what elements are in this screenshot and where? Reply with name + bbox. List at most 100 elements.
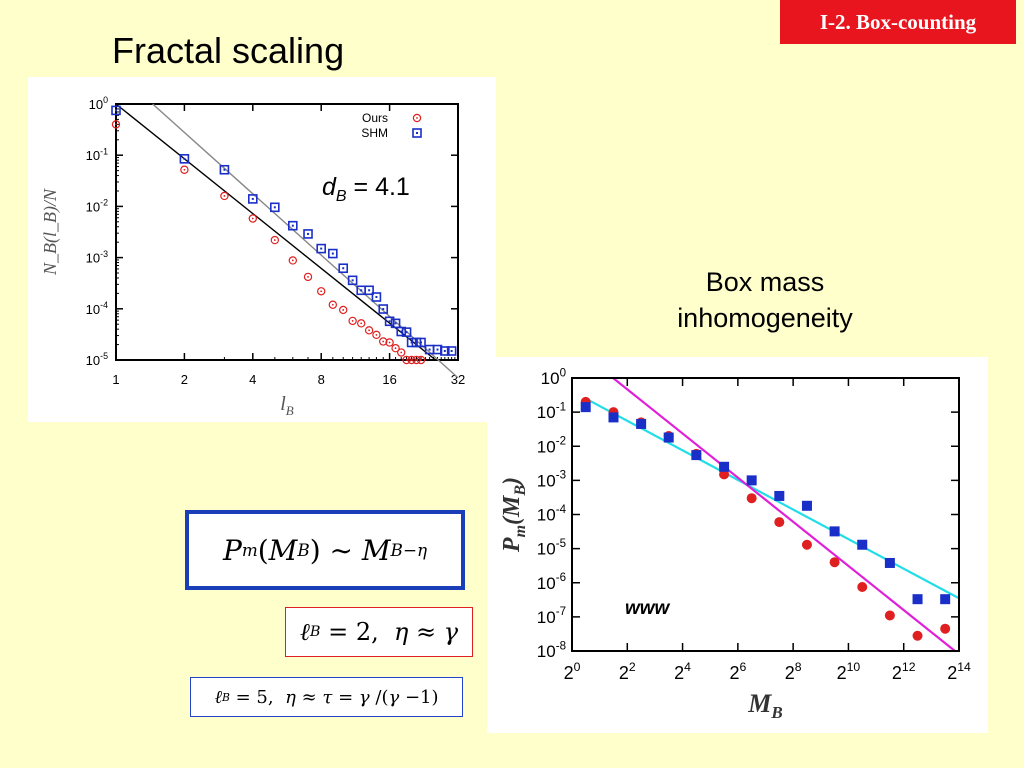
ours-point — [220, 191, 229, 201]
legend-label: Ours — [362, 111, 388, 125]
shm-point — [378, 304, 389, 314]
ours-point-dot — [394, 347, 397, 350]
ours-point-dot — [320, 290, 323, 293]
shm-point-dot — [251, 197, 254, 200]
shm-point-dot — [388, 320, 391, 323]
ours-point-dot — [400, 351, 403, 354]
y-tick-label: 10-4 — [537, 504, 567, 525]
red-point — [829, 557, 840, 568]
blue-point — [774, 490, 785, 501]
slide-title: Fractal scaling — [112, 30, 345, 71]
blue-point — [940, 594, 951, 605]
shm-point-dot — [368, 289, 371, 292]
y-tick-label: 10-1 — [537, 401, 566, 422]
shm-point-dot — [183, 157, 186, 160]
ours-point — [364, 326, 374, 335]
x-tick-label: 2 — [181, 372, 188, 387]
x-tick-label: 212 — [892, 660, 916, 683]
y-tick-label: 10-5 — [537, 538, 566, 559]
y-axis-label: Pm(MB) — [499, 477, 529, 553]
ours-point-dot — [375, 333, 378, 336]
shm-point-dot — [223, 168, 226, 171]
shm-point — [396, 326, 407, 337]
box-mass-label: Box mass inhomogeneity — [640, 264, 890, 336]
shm-point-dot — [342, 267, 345, 270]
red-point — [884, 610, 895, 621]
ours-point — [397, 348, 406, 357]
box-mass-label-line2: inhomogeneity — [677, 303, 853, 333]
y-tick-label: 10-3 — [86, 249, 108, 266]
shm-point — [338, 263, 349, 274]
ours-point-dot — [223, 195, 226, 197]
shm-point-dot — [331, 252, 334, 255]
ours-point-dot — [115, 123, 117, 126]
x-tick-label: 8 — [318, 372, 325, 387]
x-tick-label: 26 — [729, 660, 746, 683]
shm-point — [303, 229, 313, 239]
ours-point-dot — [273, 239, 276, 241]
ours-point — [379, 337, 388, 346]
y-axis-label: N_B(l_B)/N — [40, 188, 61, 276]
legend-marker-ours — [412, 113, 422, 123]
ours-point-dot — [368, 329, 371, 332]
shm-point — [328, 248, 338, 259]
x-tick-label: 32 — [451, 372, 465, 387]
y-tick-label: 10-8 — [537, 640, 566, 661]
ours-point — [348, 316, 357, 326]
x-tick-label: 28 — [785, 660, 802, 683]
shm-point — [111, 105, 121, 116]
ours-point — [339, 305, 348, 315]
box-mass-label-line1: Box mass — [705, 267, 825, 297]
fit-line — [152, 103, 459, 379]
ours-point-dot — [251, 217, 254, 220]
shm-point-dot — [351, 279, 354, 282]
ours-point — [317, 287, 326, 296]
y-tick-label: 100 — [541, 367, 566, 388]
section-tag: I-2. Box-counting — [780, 0, 1016, 44]
y-tick-label: 10-5 — [86, 351, 108, 368]
shm-point-dot — [405, 331, 408, 334]
ours-point — [248, 214, 257, 223]
ours-point — [391, 344, 400, 353]
red-point — [912, 630, 923, 641]
shm-point-dot — [382, 308, 385, 311]
red-point — [801, 539, 812, 550]
ours-point — [288, 256, 298, 265]
blue-point — [746, 475, 757, 486]
ours-point-dot — [388, 341, 391, 344]
shm-point — [446, 346, 457, 356]
shm-point-dot — [273, 206, 276, 209]
x-tick-label: 210 — [837, 660, 861, 683]
red-point — [746, 493, 757, 504]
ours-point — [407, 355, 416, 365]
red-point — [940, 623, 951, 634]
shm-point-dot — [420, 341, 423, 344]
red-point — [719, 469, 730, 480]
blue-point — [884, 557, 895, 568]
shm-point — [179, 154, 190, 164]
ours-point-dot — [307, 275, 309, 278]
ours-point-dot — [351, 320, 354, 322]
red-point — [774, 517, 785, 528]
ours-point — [328, 300, 338, 309]
y-tick-label: 10-4 — [86, 300, 108, 317]
ours-point — [180, 165, 189, 174]
fractal-scaling-panel: 1 2 4 8 16 32 100 10-1 10-2 10-3 10-4 10-5 Ours SHM dB… — [28, 77, 496, 422]
shm-point-dot — [436, 348, 439, 351]
y-tick-label: 10-6 — [537, 572, 566, 593]
ours-point — [303, 272, 313, 282]
y-tick-label: 100 — [89, 95, 108, 112]
ours-point — [357, 319, 366, 328]
db-annotation: dB = 4.1 — [322, 173, 410, 205]
y-tick-label: 10-2 — [86, 198, 108, 215]
shm-point — [416, 337, 426, 348]
shm-point — [288, 220, 298, 231]
box-mass-panel: 20 22 24 26 28 210 212 214 100 10-1 10-2 10-3 10-4 10… — [487, 357, 988, 733]
legend-marker-ours-dot — [416, 117, 418, 119]
blue-point — [801, 500, 812, 511]
blue-point — [580, 402, 591, 413]
shm-point-dot — [428, 348, 431, 351]
